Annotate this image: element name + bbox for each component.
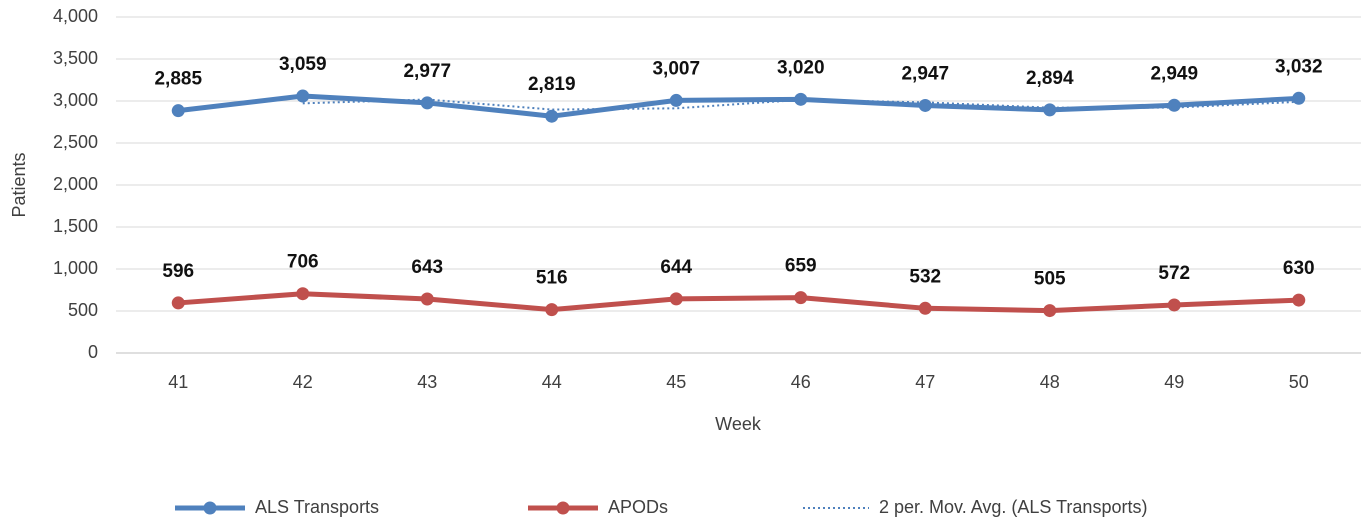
legend-label: APODs xyxy=(608,497,668,517)
y-tick-label: 1,000 xyxy=(53,258,98,278)
data-label: 644 xyxy=(660,257,692,278)
data-label: 2,885 xyxy=(154,69,202,90)
x-tick-label: 44 xyxy=(542,372,562,392)
y-axis-label: Patients xyxy=(9,152,29,217)
data-label: 2,819 xyxy=(528,74,576,95)
point-marker xyxy=(171,296,185,310)
legend-label: 2 per. Mov. Avg. (ALS Transports) xyxy=(879,497,1147,517)
series-line xyxy=(178,291,1299,314)
data-label: 3,020 xyxy=(777,57,825,78)
point-marker xyxy=(545,109,559,123)
x-tick-label: 47 xyxy=(915,372,935,392)
x-axis-label: Week xyxy=(715,414,762,434)
x-tick-label: 41 xyxy=(168,372,188,392)
y-tick-label: 0 xyxy=(88,342,98,362)
x-tick-label: 45 xyxy=(666,372,686,392)
point-marker xyxy=(918,301,932,315)
x-tick-label: 49 xyxy=(1164,372,1184,392)
point-marker xyxy=(171,104,185,118)
data-label: 3,007 xyxy=(652,58,700,79)
y-tick-label: 3,500 xyxy=(53,48,98,68)
point-marker xyxy=(794,92,808,106)
point-marker xyxy=(794,291,808,305)
x-tick-label: 46 xyxy=(791,372,811,392)
point-marker xyxy=(1167,98,1181,112)
data-label: 2,947 xyxy=(901,63,949,84)
data-label: 532 xyxy=(909,266,941,287)
point-marker xyxy=(1292,91,1306,105)
data-label: 516 xyxy=(536,268,568,289)
point-marker xyxy=(1292,293,1306,307)
data-label: 706 xyxy=(287,252,319,273)
point-marker xyxy=(1043,304,1057,318)
legend-marker xyxy=(203,501,217,515)
point-marker xyxy=(669,93,683,107)
data-label: 2,949 xyxy=(1150,63,1198,84)
point-marker xyxy=(420,292,434,306)
legend-label: ALS Transports xyxy=(255,497,379,517)
moving-average-line xyxy=(302,98,1299,111)
data-label: 2,977 xyxy=(403,61,451,82)
data-label: 659 xyxy=(785,256,817,277)
y-tick-label: 2,000 xyxy=(53,174,98,194)
y-tick-label: 3,000 xyxy=(53,90,98,110)
series-line xyxy=(177,93,1299,119)
y-tick-label: 4,000 xyxy=(53,6,98,26)
data-label: 596 xyxy=(162,261,194,282)
x-tick-label: 48 xyxy=(1040,372,1060,392)
point-marker xyxy=(296,287,310,301)
data-label: 3,059 xyxy=(279,54,327,75)
data-label: 2,894 xyxy=(1026,68,1074,89)
point-marker xyxy=(420,96,434,110)
point-marker xyxy=(296,89,310,103)
data-label: 572 xyxy=(1158,263,1190,284)
y-tick-label: 2,500 xyxy=(53,132,98,152)
point-marker xyxy=(1167,298,1181,312)
data-label: 643 xyxy=(411,257,443,278)
x-tick-label: 50 xyxy=(1289,372,1309,392)
data-label: 3,032 xyxy=(1275,56,1323,77)
x-tick-label: 43 xyxy=(417,372,437,392)
x-tick-label: 42 xyxy=(293,372,313,392)
data-label: 505 xyxy=(1034,269,1066,290)
y-tick-label: 1,500 xyxy=(53,216,98,236)
point-marker xyxy=(1043,103,1057,117)
point-marker xyxy=(918,98,932,112)
legend-marker xyxy=(556,501,570,515)
y-tick-label: 500 xyxy=(68,300,98,320)
data-label: 630 xyxy=(1283,258,1315,279)
point-marker xyxy=(669,292,683,306)
point-marker xyxy=(545,303,559,317)
